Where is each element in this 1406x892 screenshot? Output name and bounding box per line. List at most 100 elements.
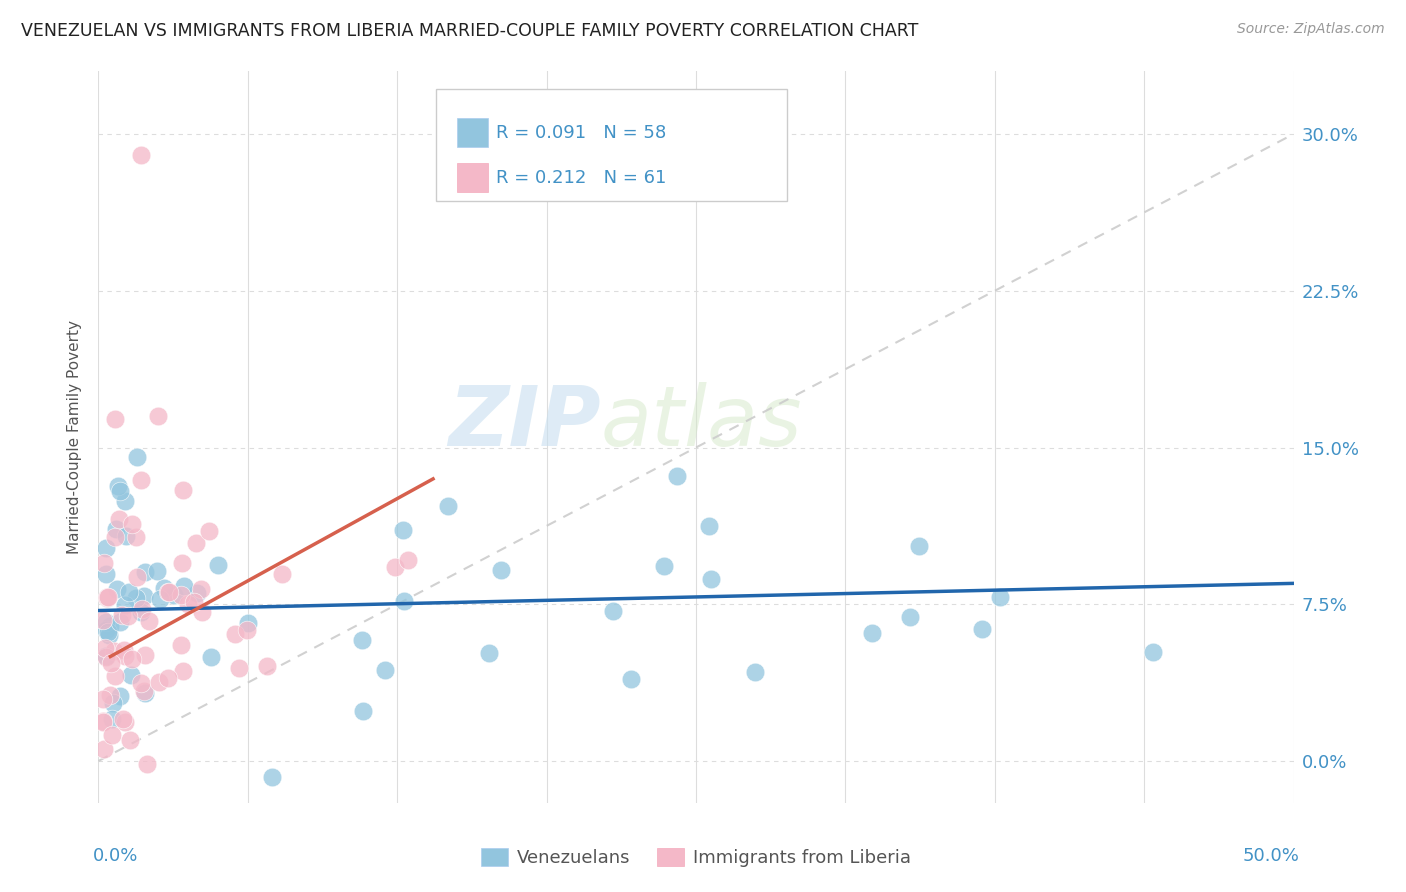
Point xyxy=(96,590,118,604)
Point xyxy=(134,648,156,662)
Point xyxy=(602,603,624,617)
Point xyxy=(145,564,167,578)
Point xyxy=(159,585,181,599)
Point xyxy=(127,570,149,584)
Point xyxy=(198,524,221,538)
Point xyxy=(114,494,136,508)
Point xyxy=(93,556,115,570)
Point xyxy=(132,589,155,603)
Text: ZIP: ZIP xyxy=(447,382,600,463)
Point xyxy=(149,591,172,606)
Point xyxy=(125,450,148,464)
Point xyxy=(190,582,212,596)
Point xyxy=(101,696,124,710)
Point xyxy=(94,615,117,630)
Text: atlas: atlas xyxy=(600,382,801,463)
Point xyxy=(98,619,121,633)
Point xyxy=(972,622,994,636)
Point xyxy=(98,689,121,703)
Point xyxy=(186,585,208,599)
Point xyxy=(183,595,205,609)
Point xyxy=(228,661,250,675)
Point xyxy=(105,582,128,596)
Point xyxy=(121,651,143,665)
Point xyxy=(107,479,129,493)
Point xyxy=(908,539,931,553)
Point xyxy=(176,597,198,611)
Legend: Venezuelans, Immigrants from Liberia: Venezuelans, Immigrants from Liberia xyxy=(474,840,918,874)
Point xyxy=(374,663,396,677)
Point xyxy=(114,598,136,612)
Point xyxy=(169,638,191,652)
Point xyxy=(620,672,643,686)
Point xyxy=(118,732,141,747)
Point xyxy=(489,563,512,577)
Point xyxy=(96,591,118,605)
Point xyxy=(94,566,117,581)
Point xyxy=(352,704,374,718)
Point xyxy=(666,469,689,483)
Point xyxy=(94,649,117,664)
Point xyxy=(114,648,136,663)
Point xyxy=(125,591,148,605)
Point xyxy=(100,656,122,670)
Point xyxy=(153,581,176,595)
Point xyxy=(94,623,117,637)
Point xyxy=(125,530,148,544)
Point xyxy=(350,632,373,647)
Point xyxy=(100,728,122,742)
Point xyxy=(988,590,1011,604)
Point xyxy=(744,665,766,679)
Point xyxy=(91,613,114,627)
Point xyxy=(117,609,139,624)
Point xyxy=(256,658,278,673)
Point xyxy=(652,559,675,574)
Text: R = 0.091   N = 58: R = 0.091 N = 58 xyxy=(496,124,666,142)
Point xyxy=(156,585,179,599)
Point xyxy=(104,523,127,537)
Point xyxy=(110,484,132,499)
Point xyxy=(118,585,141,599)
Text: R = 0.212   N = 61: R = 0.212 N = 61 xyxy=(496,169,666,186)
Point xyxy=(437,499,460,513)
Point xyxy=(114,715,136,730)
Point xyxy=(134,683,156,698)
Point xyxy=(148,674,170,689)
Text: VENEZUELAN VS IMMIGRANTS FROM LIBERIA MARRIED-COUPLE FAMILY POVERTY CORRELATION : VENEZUELAN VS IMMIGRANTS FROM LIBERIA MA… xyxy=(21,22,918,40)
Point xyxy=(163,588,186,602)
Point xyxy=(157,671,180,685)
Point xyxy=(191,605,214,619)
Point xyxy=(200,650,222,665)
Point xyxy=(172,556,194,570)
Point xyxy=(100,712,122,726)
Point xyxy=(129,676,152,690)
Point xyxy=(134,686,156,700)
Point xyxy=(138,614,160,628)
Point xyxy=(260,770,283,784)
Point xyxy=(129,605,152,619)
Point xyxy=(384,559,406,574)
Point xyxy=(111,607,134,622)
Point xyxy=(207,558,229,572)
Point xyxy=(129,473,152,487)
Point xyxy=(103,644,125,658)
Point xyxy=(98,627,121,641)
Point xyxy=(860,625,883,640)
Point xyxy=(131,601,153,615)
Point xyxy=(93,742,115,756)
Point xyxy=(111,712,134,726)
Point xyxy=(135,756,157,771)
Point xyxy=(94,650,117,665)
Point xyxy=(396,553,419,567)
Point xyxy=(121,517,143,532)
Point xyxy=(108,689,131,703)
Point xyxy=(697,518,720,533)
Point xyxy=(131,148,153,162)
Point xyxy=(173,579,195,593)
Point xyxy=(172,483,194,498)
Point xyxy=(478,647,501,661)
Point xyxy=(270,567,292,582)
Point xyxy=(1142,645,1164,659)
Point xyxy=(94,640,117,655)
Point xyxy=(170,588,193,602)
